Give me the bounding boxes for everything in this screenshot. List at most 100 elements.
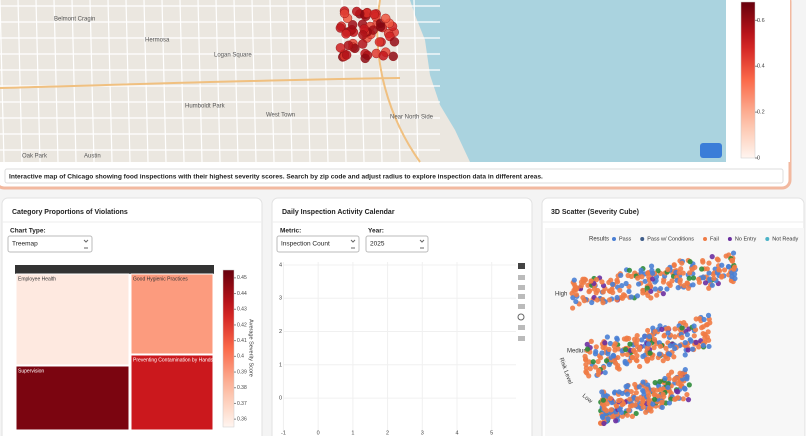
scatter-dot — [570, 295, 576, 301]
modebar-icon[interactable] — [518, 285, 525, 290]
scatter-dot — [648, 288, 654, 294]
x-tick-label: -1 — [281, 430, 286, 436]
scatter-dot — [628, 294, 634, 300]
scatter-dot — [644, 358, 650, 364]
scatter-dot — [681, 319, 687, 326]
scatter-dot — [635, 275, 641, 281]
treemap-tile — [15, 273, 130, 366]
map[interactable] — [0, 0, 726, 163]
dropdown-value: Inspection Count — [281, 241, 330, 248]
street — [71, 0, 77, 163]
scatter-dot — [614, 336, 620, 343]
scatter-dot — [640, 399, 646, 405]
scatter-dot — [710, 271, 716, 277]
scatter-scene[interactable] — [545, 228, 804, 436]
scatter-dot — [685, 347, 691, 353]
scatter-dot — [700, 259, 706, 265]
scatter-cloud — [569, 250, 739, 427]
scatter-dot — [682, 352, 688, 358]
scatter-dot — [613, 418, 619, 424]
modebar-icon[interactable] — [518, 275, 525, 280]
scatter-dot — [706, 270, 712, 276]
scatter-dot — [709, 254, 715, 260]
scatter-dot — [619, 283, 625, 289]
scatter-dot — [597, 355, 604, 361]
street — [125, 0, 131, 163]
map-marker — [341, 29, 351, 39]
scatter-dot — [659, 404, 665, 410]
dropdown[interactable] — [276, 235, 360, 253]
scatter-dot — [650, 270, 656, 276]
modebar-icon[interactable] — [518, 263, 525, 269]
scatter-dot — [599, 350, 605, 356]
scatter-dot — [699, 266, 705, 272]
scatter-dot — [706, 260, 712, 266]
scatter-dot — [679, 260, 685, 266]
scatter-dot — [660, 279, 667, 285]
map-marker — [357, 39, 368, 49]
scatter-dot — [699, 325, 705, 331]
scatter-dot — [573, 298, 579, 305]
scatter-dot — [677, 277, 683, 283]
scatter-dot — [629, 354, 635, 360]
dropdown[interactable] — [365, 235, 429, 253]
scatter-dot — [589, 299, 595, 306]
scatter-dot — [659, 399, 665, 405]
colorbar-tick-label: 0.37 — [237, 401, 247, 407]
scatter-dot — [584, 370, 590, 376]
scatter-dot — [655, 393, 661, 399]
scatter-dot — [704, 266, 710, 272]
scatter-dot — [629, 413, 635, 420]
scatter-dot — [628, 388, 634, 395]
scatter-dot — [690, 282, 696, 288]
scatter-dot — [619, 390, 625, 397]
scatter-dot — [588, 338, 594, 345]
legend-title: Results — [589, 237, 609, 243]
scatter-dot — [584, 346, 591, 352]
scatter-dot — [725, 263, 732, 270]
scatter-dot — [631, 347, 637, 353]
scatter-dot — [651, 336, 658, 343]
legend-label: Fail — [710, 236, 719, 242]
treemap-label: Preventing Contamination by Hands — [133, 357, 214, 363]
modebar-icon[interactable] — [517, 313, 525, 321]
modebar[interactable] — [517, 263, 525, 341]
caption-box — [4, 168, 784, 184]
modebar-icon[interactable] — [518, 294, 525, 299]
scatter-dot — [686, 275, 692, 281]
colorbar-tick-label: 0.41 — [237, 338, 247, 344]
scatter-dot — [616, 366, 622, 372]
scatter-dot — [696, 276, 702, 282]
street — [17, 0, 23, 163]
scatter-dot — [706, 343, 712, 350]
modebar-icon[interactable] — [518, 304, 525, 309]
scatter-dot — [705, 329, 711, 335]
street — [89, 0, 95, 163]
scatter-dot — [679, 334, 685, 341]
scatter-dot — [609, 399, 615, 406]
scatter-dot — [624, 351, 630, 358]
scatter-dot — [602, 369, 608, 376]
scatter-dot — [705, 312, 712, 318]
scatter-dot — [657, 379, 663, 385]
legend-label: Pass w/ Conditions — [647, 236, 694, 242]
map-button[interactable] — [700, 143, 722, 158]
scatter-dot — [671, 262, 677, 269]
y-tick-label: 3 — [279, 296, 282, 302]
scatter-dot — [664, 286, 670, 292]
control-label: Year: — [368, 228, 384, 235]
scatter-dot — [651, 345, 657, 351]
map-marker — [339, 8, 350, 19]
map-marker — [369, 9, 380, 20]
modebar-icon[interactable] — [518, 336, 525, 341]
x-tick-label: 0 — [317, 430, 320, 436]
colorbar-tick-label: 0.36 — [237, 416, 247, 422]
map-marker — [335, 23, 346, 33]
dropdown[interactable] — [7, 235, 93, 253]
scatter-dot — [615, 346, 621, 352]
modebar-icon[interactable] — [518, 325, 525, 330]
scatter-dot — [666, 400, 673, 406]
scatter-dot — [588, 278, 594, 284]
panel — [271, 197, 533, 436]
